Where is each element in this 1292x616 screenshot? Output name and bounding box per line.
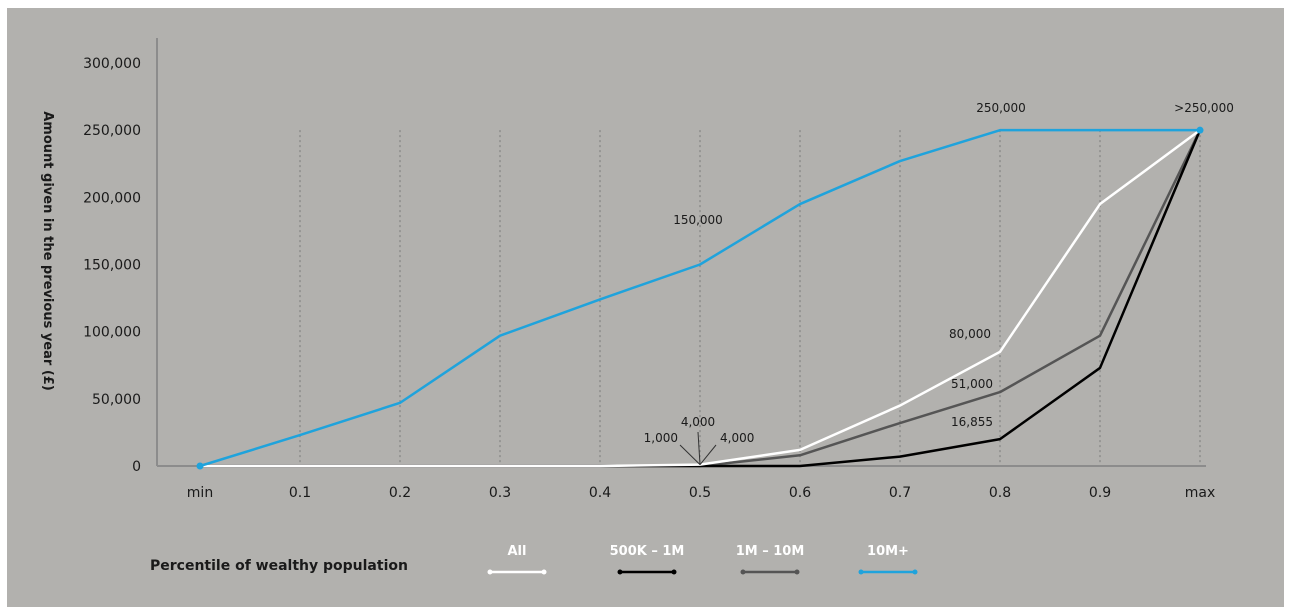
series-point — [196, 462, 204, 470]
legend-marker — [794, 569, 800, 575]
y-tick-label: 100,000 — [83, 325, 141, 341]
x-tick-label: max — [1185, 485, 1216, 501]
y-axis-title: Amount given in the previous year (£) — [40, 111, 55, 391]
x-tick-label: 0.2 — [389, 485, 411, 501]
y-tick-label: 200,000 — [83, 190, 141, 206]
y-tick-label: 0 — [132, 459, 141, 475]
data-label: >250,000 — [1174, 101, 1234, 115]
data-label: 250,000 — [976, 101, 1026, 115]
legend-marker — [617, 569, 623, 575]
data-label: 150,000 — [673, 213, 723, 227]
legend-marker — [541, 569, 547, 575]
annotation-leader — [699, 444, 717, 465]
legend-marker — [912, 569, 918, 575]
legend-label: 1M – 10M — [736, 544, 805, 559]
y-tick-label: 250,000 — [83, 123, 141, 139]
data-label: 80,000 — [949, 327, 991, 341]
series-line — [199, 128, 1200, 468]
x-tick-label: 0.5 — [689, 485, 711, 501]
x-tick-label: 0.8 — [989, 485, 1011, 501]
x-tick-label: min — [187, 485, 213, 501]
x-tick-label: 0.9 — [1089, 485, 1111, 501]
data-label: 16,855 — [951, 415, 993, 429]
data-label: 1,000 — [644, 431, 678, 445]
legend-marker — [740, 569, 746, 575]
legend-label: 500K – 1M — [610, 544, 685, 559]
series-point — [1196, 126, 1204, 134]
x-tick-label: 0.3 — [489, 485, 511, 501]
y-tick-label: 300,000 — [83, 56, 141, 72]
x-tick-label: 0.6 — [789, 485, 811, 501]
x-tick-label: 0.7 — [889, 485, 911, 501]
legend-title: Percentile of wealthy population — [150, 558, 408, 574]
x-tick-label: 0.4 — [589, 485, 611, 501]
y-tick-label: 50,000 — [92, 392, 141, 408]
annotation-leader — [697, 431, 701, 465]
annotation-leader — [679, 444, 701, 466]
legend-label: 10M+ — [867, 544, 909, 559]
legend-marker — [671, 569, 677, 575]
y-tick-label: 150,000 — [83, 258, 141, 274]
legend-label: All — [508, 544, 527, 559]
chart-panel — [7, 8, 1284, 607]
data-label: 51,000 — [951, 377, 993, 391]
legend-marker — [858, 569, 864, 575]
legend-marker — [487, 569, 493, 575]
data-label: 4,000 — [720, 431, 754, 445]
data-label: 4,000 — [681, 415, 715, 429]
x-tick-label: 0.1 — [289, 485, 311, 501]
